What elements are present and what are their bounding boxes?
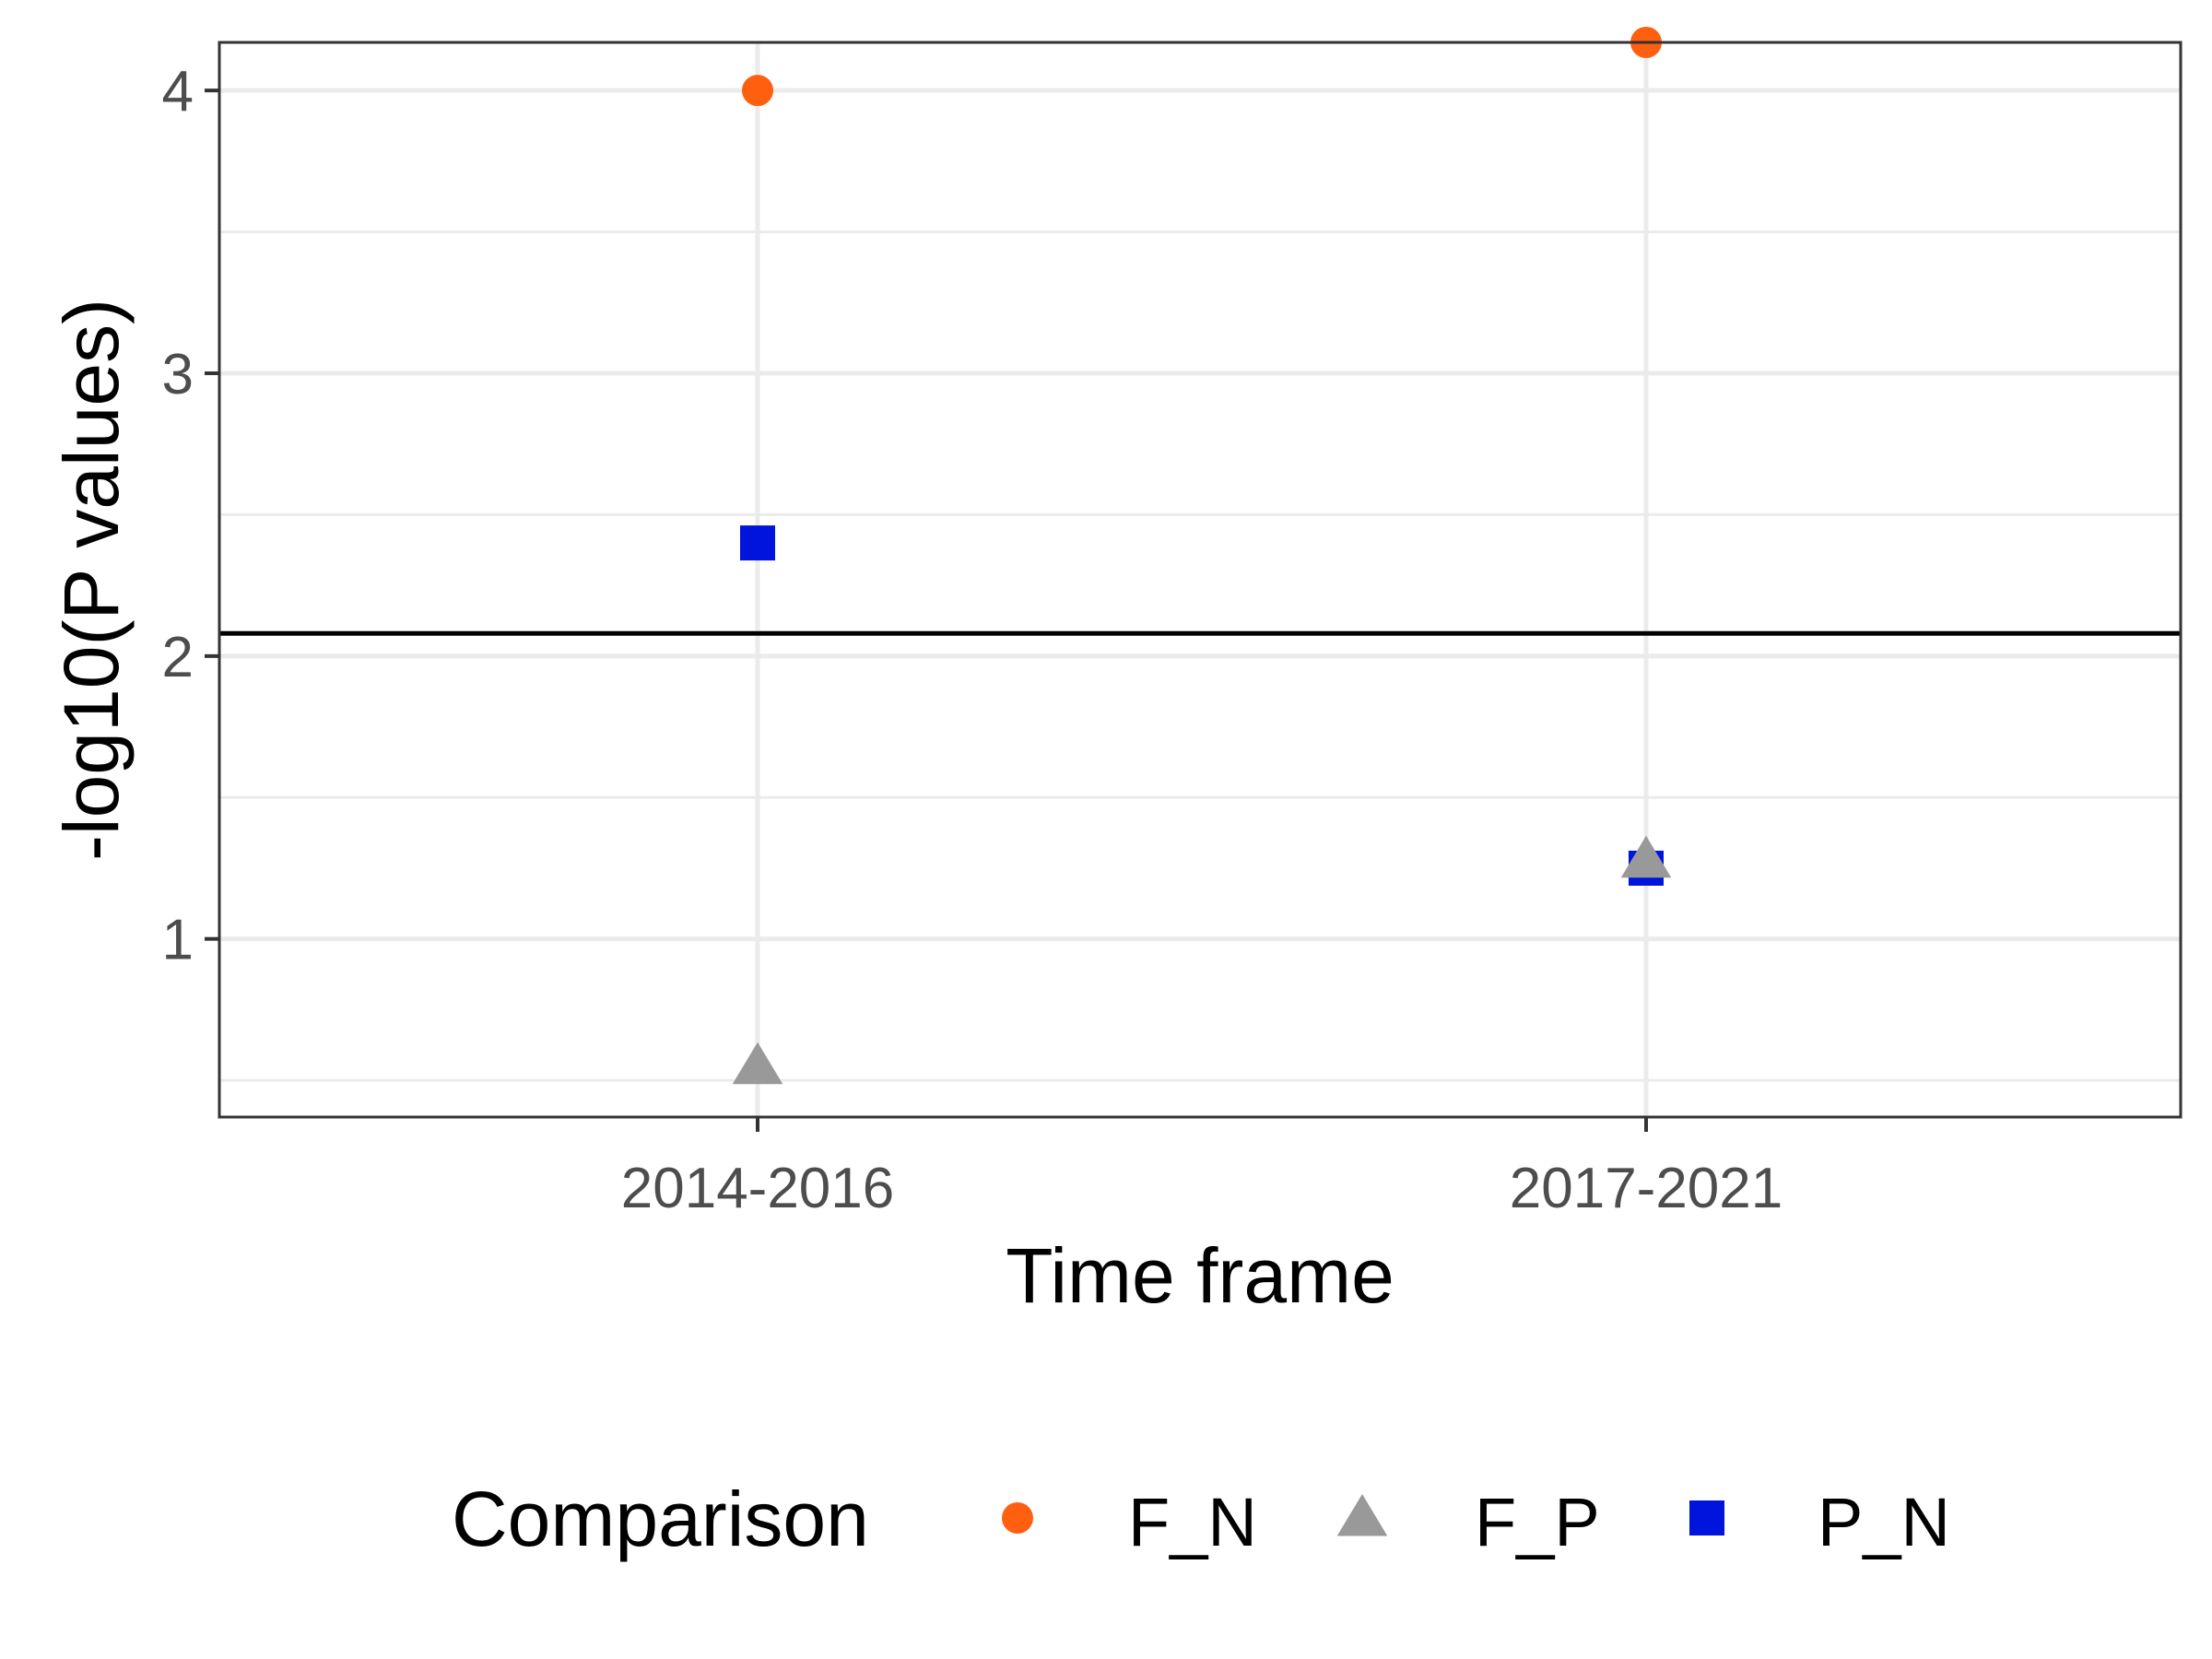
legend-key-p-n [1689, 1500, 1724, 1535]
legend: Comparison F_N F_P P_N [452, 1476, 1950, 1562]
x-tick-label: 2014-2016 [621, 1157, 895, 1220]
point-f-n [742, 75, 773, 107]
y-tick-label: 4 [162, 60, 194, 124]
x-axis-title: Time frame [1006, 1232, 1394, 1319]
plot-panel-border [218, 41, 2183, 1119]
legend-key-f-p [1336, 1494, 1388, 1536]
y-axis: 1 2 3 4 [162, 60, 219, 972]
point-f-p [732, 1041, 783, 1085]
y-tick-label: 2 [162, 626, 194, 689]
legend-label-f-p: F_P [1475, 1484, 1600, 1560]
x-tick-label: 2017-2021 [1510, 1157, 1783, 1220]
y-axis-title: -log10(P values) [48, 299, 135, 861]
legend-title: Comparison [452, 1476, 869, 1562]
x-axis: 2014-2016 2017-2021 [621, 1117, 1783, 1220]
grid [219, 42, 2181, 1117]
y-tick-label: 3 [162, 343, 194, 406]
data-points [732, 27, 1672, 1085]
legend-label-p-n: P_N [1818, 1484, 1950, 1560]
point-f-p [1620, 835, 1672, 878]
y-tick-label: 1 [162, 909, 194, 972]
legend-key-f-n [1002, 1502, 1033, 1534]
point-p-n [740, 525, 775, 561]
legend-label-f-n: F_N [1128, 1484, 1257, 1560]
